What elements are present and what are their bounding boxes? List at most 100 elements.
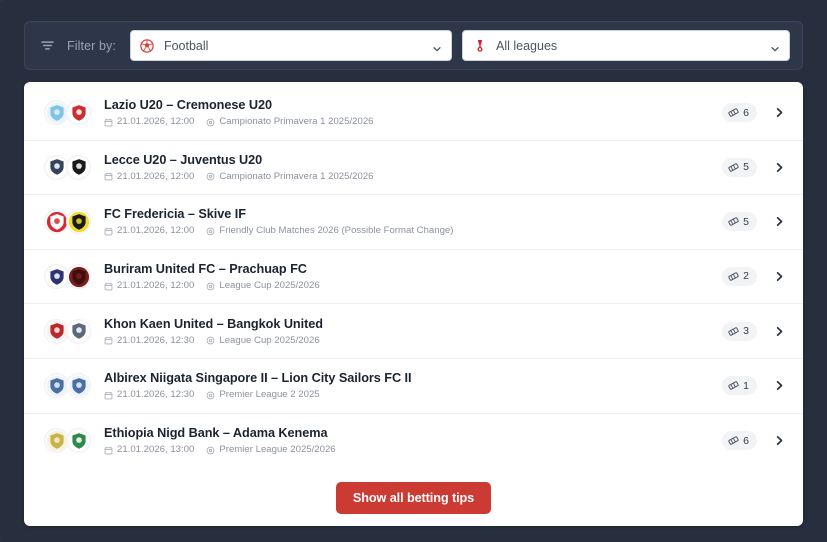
calendar-icon	[104, 446, 113, 455]
globe-icon	[206, 282, 215, 291]
tips-badge[interactable]: 3	[722, 321, 757, 341]
match-datetime: 21.01.2026, 12:00	[117, 170, 195, 182]
match-row[interactable]: Ethiopia Nigd Bank – Adama Kenema 21.01.2…	[24, 414, 803, 469]
match-meta: 21.01.2026, 12:00 League Cup 2025/2026	[104, 280, 722, 291]
league-select[interactable]: All leagues	[462, 30, 790, 61]
tips-badge[interactable]: 5	[722, 212, 757, 232]
ticket-icon	[728, 271, 739, 282]
match-league: League Cup 2025/2026	[219, 334, 320, 346]
team-logos	[44, 209, 91, 235]
match-info: Buriram United FC – Prachuap FC 21.01.202…	[104, 262, 722, 291]
match-datetime: 21.01.2026, 13:00	[117, 444, 195, 456]
tips-badge[interactable]: 5	[722, 157, 757, 177]
match-row[interactable]: Lazio U20 – Cremonese U20 21.01.2026, 12:…	[24, 86, 803, 141]
row-actions: 3	[722, 321, 785, 341]
row-actions: 5	[722, 212, 785, 232]
chevron-right-icon[interactable]	[773, 161, 785, 173]
row-actions: 1	[722, 376, 785, 396]
tips-count: 6	[743, 106, 749, 119]
row-actions: 2	[722, 267, 785, 287]
globe-icon	[206, 336, 215, 345]
match-datetime: 21.01.2026, 12:00	[117, 225, 195, 237]
match-teams: FC Fredericia – Skive IF	[104, 207, 246, 222]
match-meta: 21.01.2026, 12:00 Friendly Club Matches 2…	[104, 225, 722, 236]
juventus-logo	[66, 154, 91, 180]
match-league: Campionato Primavera 1 2025/2026	[219, 116, 374, 128]
football-icon	[140, 38, 155, 53]
chevron-right-icon[interactable]	[773, 380, 785, 392]
match-info: FC Fredericia – Skive IF 21.01.2026, 12:0…	[104, 207, 722, 236]
chevron-right-icon[interactable]	[773, 435, 785, 447]
match-row[interactable]: Khon Kaen United – Bangkok United 21.01.2…	[24, 304, 803, 359]
match-datetime: 21.01.2026, 12:30	[117, 334, 195, 346]
ticket-icon	[728, 107, 739, 118]
tips-count: 5	[743, 161, 749, 174]
lazio-logo	[44, 100, 69, 126]
prachuap-logo	[66, 264, 91, 290]
chevron-right-icon[interactable]	[773, 271, 785, 283]
chevron-right-icon[interactable]	[773, 325, 785, 337]
calendar-icon	[104, 172, 113, 181]
match-row[interactable]: Albirex Niigata Singapore II – Lion City…	[24, 359, 803, 414]
match-row[interactable]: Buriram United FC – Prachuap FC 21.01.202…	[24, 250, 803, 305]
ticket-icon	[728, 435, 739, 446]
match-info: Ethiopia Nigd Bank – Adama Kenema 21.01.2…	[104, 426, 722, 455]
match-teams: Lecce U20 – Juventus U20	[104, 152, 263, 167]
match-datetime: 21.01.2026, 12:30	[117, 389, 195, 401]
team-logos	[44, 100, 91, 126]
match-row[interactable]: Lecce U20 – Juventus U20 21.01.2026, 12:0…	[24, 141, 803, 196]
khonkaen-logo	[44, 318, 69, 344]
sport-select-value: Football	[163, 38, 209, 53]
adama-logo	[66, 428, 91, 454]
team-logos	[44, 373, 91, 399]
calendar-icon	[104, 336, 113, 345]
team-logos	[44, 318, 91, 344]
tips-badge[interactable]: 2	[722, 267, 757, 287]
row-actions: 6	[722, 103, 785, 123]
skive-logo	[66, 209, 91, 235]
match-row[interactable]: FC Fredericia – Skive IF 21.01.2026, 12:0…	[24, 195, 803, 250]
tips-count: 3	[743, 324, 749, 337]
lecce-logo	[44, 154, 69, 180]
globe-icon	[206, 172, 215, 181]
match-teams: Buriram United FC – Prachuap FC	[104, 262, 307, 277]
trophy-icon	[472, 38, 487, 53]
match-meta: 21.01.2026, 12:30 League Cup 2025/2026	[104, 335, 722, 346]
tips-badge[interactable]: 6	[722, 431, 757, 451]
show-all-betting-tips-button[interactable]: Show all betting tips	[335, 482, 492, 515]
match-datetime: 21.01.2026, 12:00	[117, 280, 195, 292]
filter-icon	[37, 36, 57, 56]
chevron-down-icon	[770, 41, 780, 51]
team-logos	[44, 428, 91, 454]
match-meta: 21.01.2026, 12:00 Campionato Primavera 1 …	[104, 116, 722, 127]
match-meta: 21.01.2026, 12:00 Campionato Primavera 1 …	[104, 171, 722, 182]
tips-count: 2	[743, 270, 749, 283]
match-league: Friendly Club Matches 2026 (Possible For…	[219, 225, 454, 237]
chevron-down-icon	[432, 41, 442, 51]
chevron-right-icon[interactable]	[773, 216, 785, 228]
match-league: League Cup 2025/2026	[219, 280, 320, 292]
tips-badge[interactable]: 6	[722, 103, 757, 123]
match-card: Lazio U20 – Cremonese U20 21.01.2026, 12:…	[24, 82, 803, 526]
row-actions: 6	[722, 431, 785, 451]
albirex-logo	[44, 373, 69, 399]
fredericia-logo	[44, 209, 69, 235]
tips-badge[interactable]: 1	[722, 376, 757, 396]
calendar-icon	[104, 391, 113, 400]
sport-select[interactable]: Football	[129, 30, 452, 61]
globe-icon	[206, 391, 215, 400]
chevron-right-icon[interactable]	[773, 107, 785, 119]
lioncity-logo	[66, 373, 91, 399]
team-logos	[44, 154, 91, 180]
ticket-icon	[728, 216, 739, 227]
bangkok-logo	[66, 318, 91, 344]
match-datetime: 21.01.2026, 12:00	[117, 116, 195, 128]
match-league: Premier League 2 2025	[219, 389, 320, 401]
cremonese-logo	[66, 100, 91, 126]
tips-count: 6	[743, 434, 749, 447]
filter-bar: Filter by: Football	[24, 21, 803, 70]
match-meta: 21.01.2026, 12:30 Premier League 2 2025	[104, 389, 722, 400]
tips-count: 5	[743, 215, 749, 228]
match-league: Campionato Primavera 1 2025/2026	[219, 170, 374, 182]
match-teams: Albirex Niigata Singapore II – Lion City…	[104, 371, 412, 386]
